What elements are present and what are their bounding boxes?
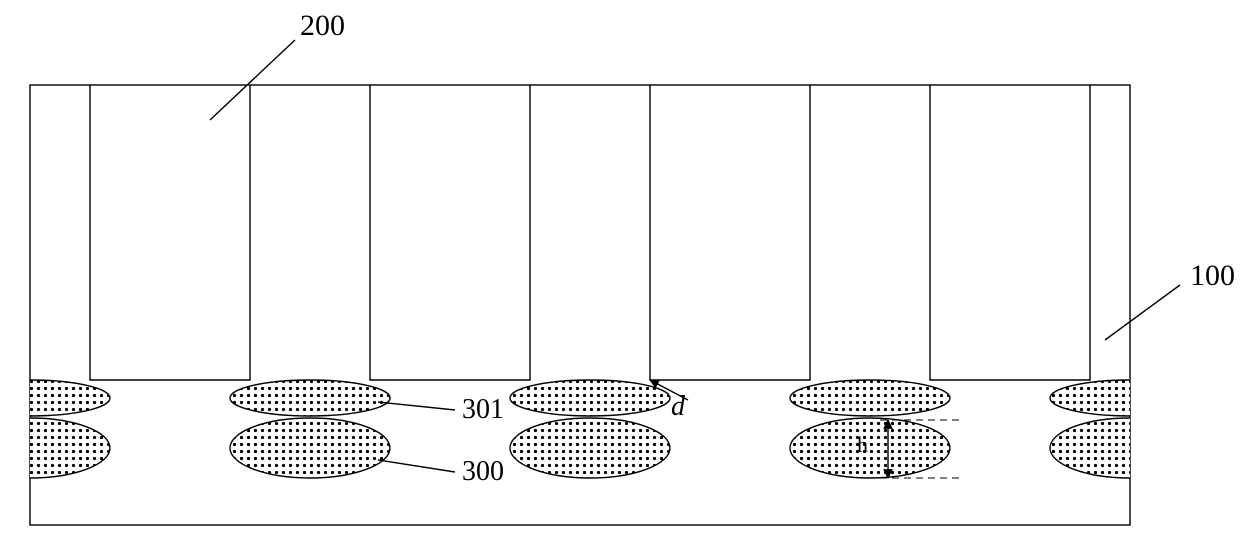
- leader-301: [378, 402, 455, 410]
- doped-ellipse-upper: [790, 380, 950, 416]
- doped-ellipse-upper: [1050, 380, 1210, 416]
- label-top: 200: [300, 9, 345, 42]
- label-right: 100: [1190, 259, 1235, 292]
- doped-ellipse-lower: [0, 418, 110, 478]
- leader-100: [1105, 285, 1180, 340]
- doped-ellipse-lower: [1050, 418, 1210, 478]
- label-ell_a: 301: [462, 394, 504, 425]
- leader-300: [378, 460, 455, 472]
- label-h: h: [857, 432, 868, 457]
- doped-regions: [0, 380, 1210, 478]
- trench-0: [90, 85, 250, 380]
- doped-ellipse-upper: [510, 380, 670, 416]
- doped-ellipse-upper: [230, 380, 390, 416]
- doped-ellipse-lower: [510, 418, 670, 478]
- doped-ellipse-lower: [790, 418, 950, 478]
- label-ell_b: 300: [462, 456, 504, 487]
- trench-3: [930, 85, 1090, 380]
- doped-ellipse-upper: [0, 380, 110, 416]
- trench-2: [650, 85, 810, 380]
- label-d: d: [671, 391, 686, 422]
- trench-1: [370, 85, 530, 380]
- leader-200: [210, 40, 295, 120]
- doped-ellipse-lower: [230, 418, 390, 478]
